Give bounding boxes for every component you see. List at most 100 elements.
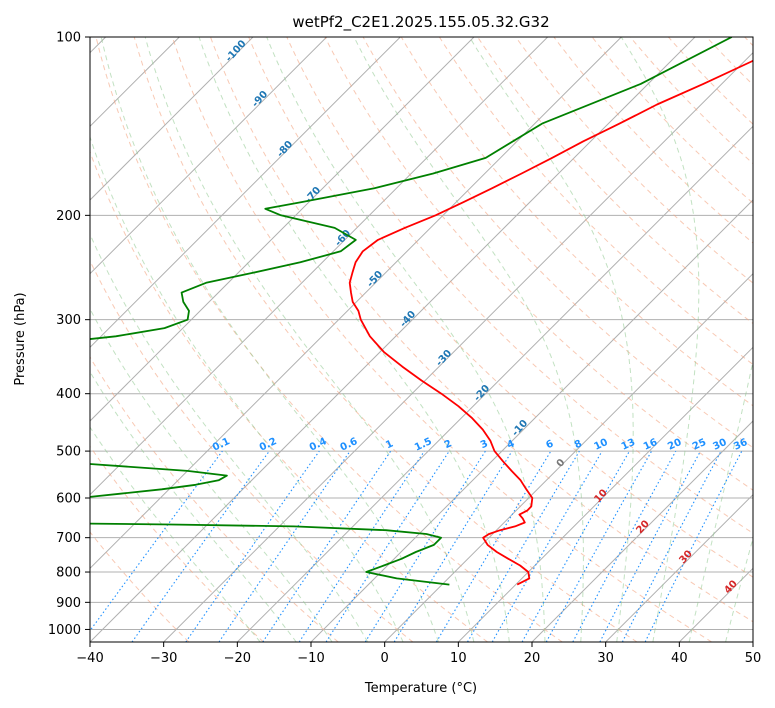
- mixing-ratio-line: [90, 450, 223, 632]
- moist-adiabat: [725, 536, 753, 642]
- moist-adiabat: [353, 37, 584, 642]
- dry-adiabat: [248, 37, 753, 578]
- dry-adiabat-label: -80: [275, 139, 295, 160]
- x-tick-label: −10: [297, 651, 324, 666]
- x-axis-label: Temperature (°C): [364, 681, 477, 696]
- moist-adiabat-label: 0: [555, 457, 568, 470]
- mixing-ratio-label: 30: [711, 437, 728, 453]
- moist-adiabat: [90, 370, 297, 642]
- moist-adiabat: [620, 37, 700, 642]
- dry-adiabat: [95, 37, 563, 642]
- y-tick-label: 900: [56, 596, 81, 611]
- x-tick-label: 50: [745, 651, 762, 666]
- y-tick-label: 1000: [48, 623, 81, 638]
- isotherm-gridline: [678, 567, 753, 642]
- dry-adiabat-label: -30: [434, 348, 454, 369]
- isotherm-gridline: [90, 37, 328, 275]
- x-tick-label: 20: [524, 651, 541, 666]
- dry-adiabat-label: -70: [303, 185, 323, 206]
- y-tick-label: 500: [56, 445, 81, 460]
- dry-adiabat: [90, 445, 264, 642]
- dry-adiabat: [210, 37, 753, 623]
- isotherm-gridline: [384, 272, 753, 642]
- mixing-ratio-line: [364, 450, 486, 642]
- isotherm-gridline: [752, 641, 753, 642]
- mixing-ratio-line: [131, 450, 270, 642]
- dry-adiabat: [553, 37, 753, 244]
- moist-adiabat: [688, 358, 753, 642]
- x-tick-label: −30: [150, 651, 177, 666]
- y-tick-label: 700: [56, 531, 81, 546]
- moist-adiabat: [90, 135, 404, 642]
- moist-adiabat: [90, 232, 369, 642]
- moist-adiabat: [469, 37, 634, 642]
- mixing-ratio-line: [644, 450, 743, 642]
- dry-adiabat-label: -100: [224, 38, 249, 64]
- mixing-ratio-label: 25: [691, 437, 708, 453]
- temperature-profile-line: [348, 59, 753, 586]
- y-axis: 100 200 300 400 500 600 700 800 900 1000: [48, 31, 90, 638]
- isotherm-gridline: [531, 420, 753, 642]
- dry-adiabat: [477, 37, 753, 325]
- dry-adiabat: [438, 37, 753, 366]
- dry-adiabat-label: -90: [250, 89, 270, 110]
- dry-adiabat-label: -40: [398, 309, 418, 330]
- mixing-ratio-line: [262, 450, 392, 642]
- isotherm-gridline: [90, 37, 254, 201]
- line-labels: 0.1 0.2 0.4 0.6 1 1.5 2 3 4 6 8 10 13 16 20 25 30 36-100-…: [211, 38, 749, 596]
- moist-adiabat-label: 40: [722, 578, 740, 596]
- plot-frame: [89, 36, 754, 643]
- mixing-ratio-label: 20: [666, 437, 683, 453]
- mixing-ratio-line: [298, 450, 425, 642]
- moist-adiabat-label: 30: [677, 548, 695, 566]
- mixing-ratio-label: 2: [443, 438, 454, 451]
- mixing-ratio-label: 8: [573, 438, 584, 451]
- x-tick-label: 30: [597, 651, 614, 666]
- dry-adiabat: [400, 37, 753, 407]
- y-tick-label: 400: [56, 387, 81, 402]
- x-tick-label: 40: [671, 651, 688, 666]
- background-lines: [90, 37, 753, 642]
- mixing-ratio-label: 1: [384, 438, 395, 451]
- dry-adiabat-label: -60: [333, 228, 353, 249]
- dry-adiabat: [706, 37, 753, 86]
- profile-series: [90, 37, 753, 586]
- dry-adiabat: [90, 259, 414, 642]
- dry-adiabat: [133, 37, 638, 642]
- y-axis-label: Pressure (hPa): [13, 292, 28, 385]
- mixing-ratio-line: [545, 450, 653, 642]
- isotherm-gridline: [163, 51, 753, 642]
- mixing-ratio-line: [521, 450, 630, 642]
- y-tick-label: 100: [56, 31, 81, 46]
- y-tick-label: 800: [56, 566, 81, 581]
- isotherm-gridline: [90, 37, 696, 642]
- mixing-ratio-label: 16: [642, 437, 659, 453]
- dry-adiabat-label: -50: [365, 269, 385, 290]
- dewpoint-profile-line: [90, 37, 733, 586]
- x-tick-label: 0: [381, 651, 389, 666]
- dry-adiabat: [362, 37, 753, 449]
- x-tick-label: −40: [76, 651, 103, 666]
- mixing-ratio-line: [185, 450, 320, 642]
- y-tick-label: 300: [56, 313, 81, 328]
- dry-adiabat: [515, 37, 753, 284]
- isotherm-gridline: [457, 346, 753, 642]
- moist-adiabat-label: 10: [592, 487, 610, 505]
- mixing-ratio-label: 6: [544, 438, 555, 451]
- chart-title: wetPf2_C2E1.2025.155.05.32.G32: [292, 13, 549, 32]
- mixing-ratio-label: 36: [732, 437, 749, 453]
- isotherm-gridline: [90, 37, 475, 422]
- moist-adiabat: [100, 37, 439, 642]
- moist-adiabat: [90, 426, 261, 642]
- isotherm-gridline: [236, 125, 753, 642]
- mixing-ratio-line: [218, 450, 351, 642]
- mixing-ratio-line: [572, 450, 677, 642]
- isotherm-gridline: [605, 493, 753, 642]
- mixing-ratio-label: 13: [620, 437, 637, 453]
- mixing-ratio-line: [393, 450, 513, 642]
- moist-adiabat: [90, 308, 333, 642]
- moist-adiabat: [144, 37, 475, 642]
- isotherm-gridline: [310, 199, 753, 642]
- mixing-ratio-label: 10: [592, 437, 609, 453]
- isotherm-gridline: [90, 37, 549, 496]
